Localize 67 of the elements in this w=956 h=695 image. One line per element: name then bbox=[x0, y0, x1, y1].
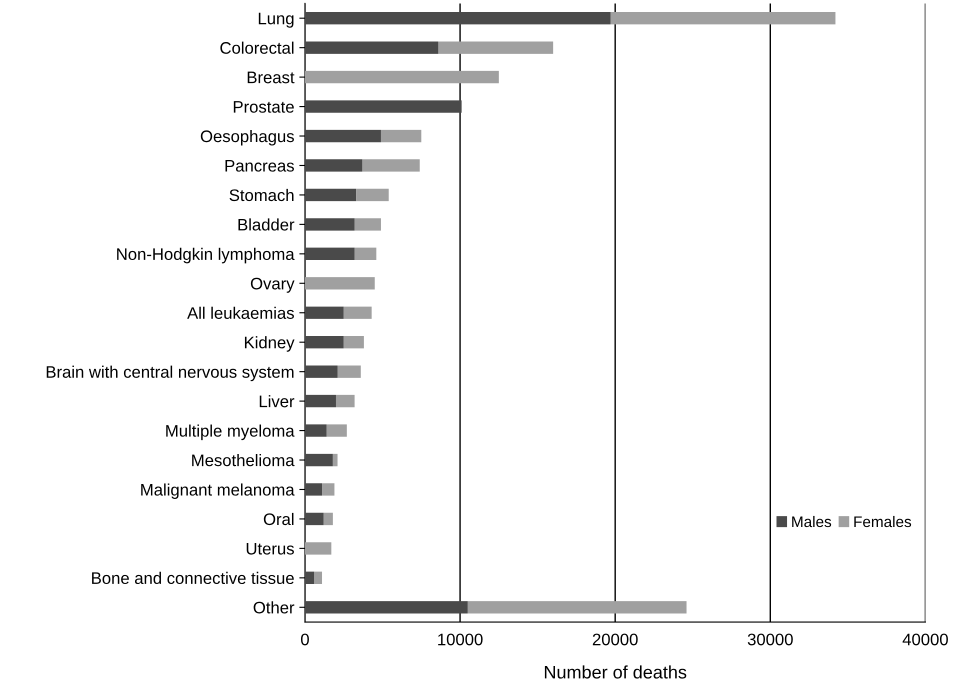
y-tick-label: Brain with central nervous system bbox=[46, 366, 294, 382]
x-tick-label: 0 bbox=[300, 634, 309, 646]
bar bbox=[354, 248, 376, 260]
x-tick-label: 30000 bbox=[748, 634, 793, 646]
bar bbox=[380, 130, 422, 142]
bar bbox=[304, 159, 362, 172]
y-tick-label: Mesothelioma bbox=[192, 454, 295, 466]
bar bbox=[304, 572, 314, 584]
bar bbox=[304, 248, 355, 260]
y-tick-label: All leukaemias bbox=[187, 306, 294, 319]
x-tick-label: 40000 bbox=[902, 634, 948, 646]
legend-label: Males bbox=[792, 516, 832, 528]
bar bbox=[354, 218, 381, 231]
bar bbox=[304, 601, 468, 614]
bar bbox=[304, 424, 327, 437]
y-tick-label: Pancreas bbox=[226, 160, 294, 172]
bar bbox=[468, 601, 687, 614]
y-tick-label: Stomach bbox=[230, 188, 294, 202]
bar bbox=[304, 41, 438, 54]
bar bbox=[304, 218, 355, 231]
bar bbox=[362, 159, 420, 172]
y-tick-label: Breast bbox=[248, 72, 294, 84]
y-tick-label: Kidney bbox=[244, 336, 295, 352]
y-tick-label: Bone and connective tissue bbox=[92, 572, 294, 584]
bar bbox=[336, 394, 355, 408]
bar bbox=[304, 188, 356, 202]
bar bbox=[304, 70, 499, 84]
bar bbox=[304, 394, 336, 408]
y-tick-label: Colorectal bbox=[220, 42, 294, 54]
y-tick-label: Oral bbox=[264, 512, 294, 526]
y-tick-label: Liver bbox=[260, 395, 294, 408]
y-tick-label: Oesophagus bbox=[200, 130, 294, 146]
y-tick-label: Multiple myeloma bbox=[166, 424, 295, 440]
bar bbox=[332, 454, 338, 466]
legend-label: Females bbox=[854, 516, 912, 528]
bar bbox=[338, 365, 361, 378]
y-tick-label: Bladder bbox=[238, 218, 294, 231]
bar bbox=[304, 512, 324, 526]
bar bbox=[304, 365, 338, 378]
bar bbox=[304, 277, 375, 290]
bar bbox=[304, 100, 462, 113]
x-tick-label: 10000 bbox=[438, 634, 483, 646]
bar bbox=[304, 542, 332, 555]
bar bbox=[304, 130, 381, 142]
x-tick-label: 20000 bbox=[592, 634, 638, 646]
y-tick-label: Prostate bbox=[234, 101, 294, 113]
bar bbox=[344, 306, 372, 319]
bar bbox=[304, 336, 344, 348]
x-axis-title: Number of deaths bbox=[544, 665, 686, 679]
y-tick-label: Uterus bbox=[246, 542, 294, 555]
bar bbox=[304, 306, 344, 319]
bar bbox=[314, 572, 322, 584]
y-tick-label: Malignant melanoma bbox=[141, 483, 295, 499]
bar bbox=[610, 12, 836, 24]
bar bbox=[344, 336, 364, 348]
bar bbox=[304, 454, 333, 466]
bar bbox=[324, 512, 333, 526]
bar bbox=[322, 483, 334, 496]
y-tick-label: Ovary bbox=[250, 278, 295, 293]
bar bbox=[326, 424, 347, 437]
bar bbox=[438, 41, 554, 54]
y-tick-label: Other bbox=[254, 601, 294, 614]
bar bbox=[304, 483, 322, 496]
bar bbox=[304, 12, 611, 24]
y-tick-label: Lung bbox=[258, 12, 294, 28]
y-tick-label: Non-Hodgkin lymphoma bbox=[117, 248, 295, 264]
bar bbox=[356, 188, 389, 202]
